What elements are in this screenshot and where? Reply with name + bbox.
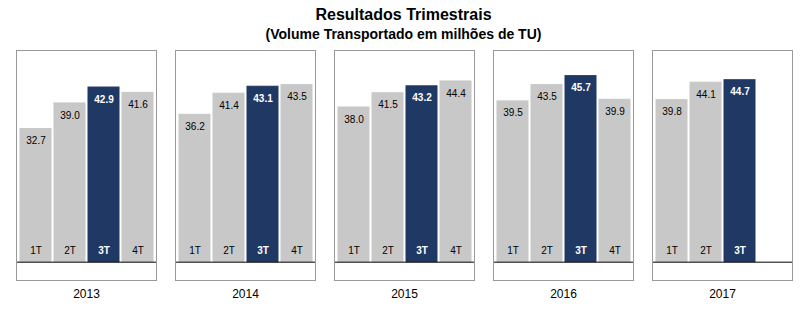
- html-text:(Volume Transportado em milhõe: (Volume Transportado em milhões de TU): [265, 26, 542, 42]
- svg-text:1T: 1T: [348, 245, 360, 256]
- svg-text:44.1: 44.1: [696, 89, 716, 100]
- svg-text:43.5: 43.5: [537, 91, 557, 102]
- svg-text:2013: 2013: [73, 287, 100, 301]
- svg-text:3T: 3T: [416, 245, 428, 256]
- svg-text:2015: 2015: [391, 287, 418, 301]
- svg-text:43.5: 43.5: [287, 91, 307, 102]
- svg-text:2016: 2016: [550, 287, 577, 301]
- svg-text:2T: 2T: [223, 245, 235, 256]
- svg-text:41.6: 41.6: [128, 99, 148, 110]
- svg-text:1T: 1T: [666, 245, 678, 256]
- svg-text:39.0: 39.0: [60, 110, 80, 121]
- svg-text:43.2: 43.2: [412, 92, 432, 103]
- svg-text:3T: 3T: [734, 245, 746, 256]
- svg-text:4T: 4T: [132, 245, 144, 256]
- svg-text:3T: 3T: [575, 245, 587, 256]
- svg-text:2T: 2T: [64, 245, 76, 256]
- svg-text:36.2: 36.2: [185, 121, 205, 132]
- svg-text:2T: 2T: [541, 245, 553, 256]
- svg-text:4T: 4T: [450, 245, 462, 256]
- svg-text:4T: 4T: [609, 245, 621, 256]
- svg-text:43.1: 43.1: [253, 93, 273, 104]
- svg-text:4T: 4T: [291, 245, 303, 256]
- html-text:Resultados Trimestrais: Resultados Trimestrais: [315, 6, 492, 23]
- svg-text:44.7: 44.7: [730, 86, 750, 97]
- svg-text:1T: 1T: [507, 245, 519, 256]
- svg-text:2017: 2017: [709, 287, 736, 301]
- svg-text:41.4: 41.4: [219, 100, 239, 111]
- svg-text:3T: 3T: [98, 245, 110, 256]
- svg-text:2T: 2T: [700, 245, 712, 256]
- svg-text:1T: 1T: [189, 245, 201, 256]
- svg-text:2014: 2014: [232, 287, 259, 301]
- svg-text:44.4: 44.4: [446, 88, 466, 99]
- svg-text:32.7: 32.7: [26, 135, 46, 146]
- svg-text:45.7: 45.7: [571, 82, 591, 93]
- svg-text:1T: 1T: [30, 245, 42, 256]
- svg-text:39.5: 39.5: [503, 107, 523, 118]
- svg-text:2T: 2T: [382, 245, 394, 256]
- svg-text:41.5: 41.5: [378, 99, 398, 110]
- svg-text:39.9: 39.9: [605, 106, 625, 117]
- svg-text:39.8: 39.8: [662, 106, 682, 117]
- svg-text:38.0: 38.0: [344, 114, 364, 125]
- svg-text:42.9: 42.9: [94, 94, 114, 105]
- svg-text:3T: 3T: [257, 245, 269, 256]
